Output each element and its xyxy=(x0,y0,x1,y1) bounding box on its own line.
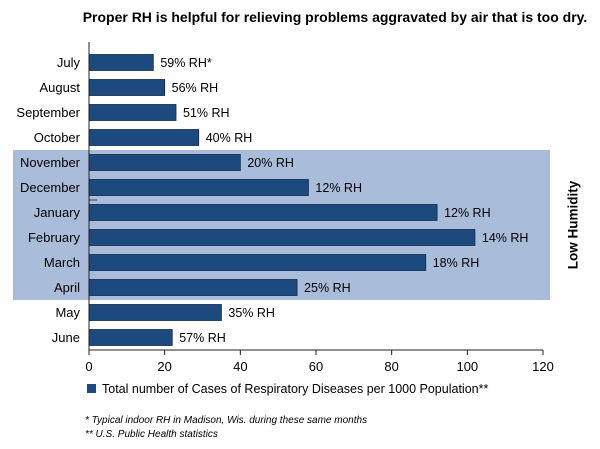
category-label-april: April xyxy=(54,280,80,295)
data-label-december: 12% RH xyxy=(315,181,362,195)
legend-swatch xyxy=(87,384,96,393)
footnote-2: ** U.S. Public Health statistics xyxy=(85,429,218,440)
category-label-february: February xyxy=(28,230,81,245)
bar-june xyxy=(88,329,173,346)
data-label-july: 59% RH* xyxy=(160,56,212,70)
x-tick-label-40: 40 xyxy=(233,359,247,374)
bar-october xyxy=(88,129,200,146)
data-label-september: 51% RH xyxy=(183,106,230,120)
bar-july xyxy=(88,54,154,71)
x-tick-label-60: 60 xyxy=(309,359,323,374)
legend-label: Total number of Cases of Respiratory Dis… xyxy=(102,382,488,396)
x-tick-label-20: 20 xyxy=(157,359,171,374)
bar-february xyxy=(88,229,476,246)
category-label-may: May xyxy=(55,305,80,320)
data-label-november: 20% RH xyxy=(247,156,294,170)
bar-august xyxy=(88,79,166,96)
bar-december xyxy=(88,179,309,196)
category-label-november: November xyxy=(20,155,81,170)
footnote-1: * Typical indoor RH in Madison, Wis. dur… xyxy=(85,415,367,426)
bar-january xyxy=(88,204,438,221)
x-tick-label-100: 100 xyxy=(456,359,478,374)
bar-march xyxy=(88,254,427,271)
x-tick-label-0: 0 xyxy=(85,359,92,374)
bar-november xyxy=(88,154,241,171)
category-label-june: June xyxy=(52,330,80,345)
category-label-october: October xyxy=(34,130,81,145)
data-label-february: 14% RH xyxy=(482,231,529,245)
data-label-october: 40% RH xyxy=(206,131,253,145)
category-label-january: January xyxy=(34,205,81,220)
x-tick-label-120: 120 xyxy=(532,359,554,374)
category-label-march: March xyxy=(44,255,80,270)
low-humidity-band xyxy=(13,150,550,300)
x-tick-label-80: 80 xyxy=(384,359,398,374)
bar-may xyxy=(88,304,222,321)
data-label-january: 12% RH xyxy=(444,206,491,220)
low-humidity-label: Low Humidity xyxy=(566,180,581,269)
data-label-march: 18% RH xyxy=(433,256,480,270)
category-label-december: December xyxy=(20,180,81,195)
category-label-september: September xyxy=(16,105,80,120)
category-label-august: August xyxy=(40,80,81,95)
bar-september xyxy=(88,104,177,121)
chart-title: Proper RH is helpful for relieving probl… xyxy=(83,9,588,25)
data-label-june: 57% RH xyxy=(179,331,226,345)
data-label-april: 25% RH xyxy=(304,281,351,295)
data-label-august: 56% RH xyxy=(172,81,219,95)
category-label-july: July xyxy=(57,55,81,70)
data-label-may: 35% RH xyxy=(228,306,275,320)
bar-april xyxy=(88,279,298,296)
